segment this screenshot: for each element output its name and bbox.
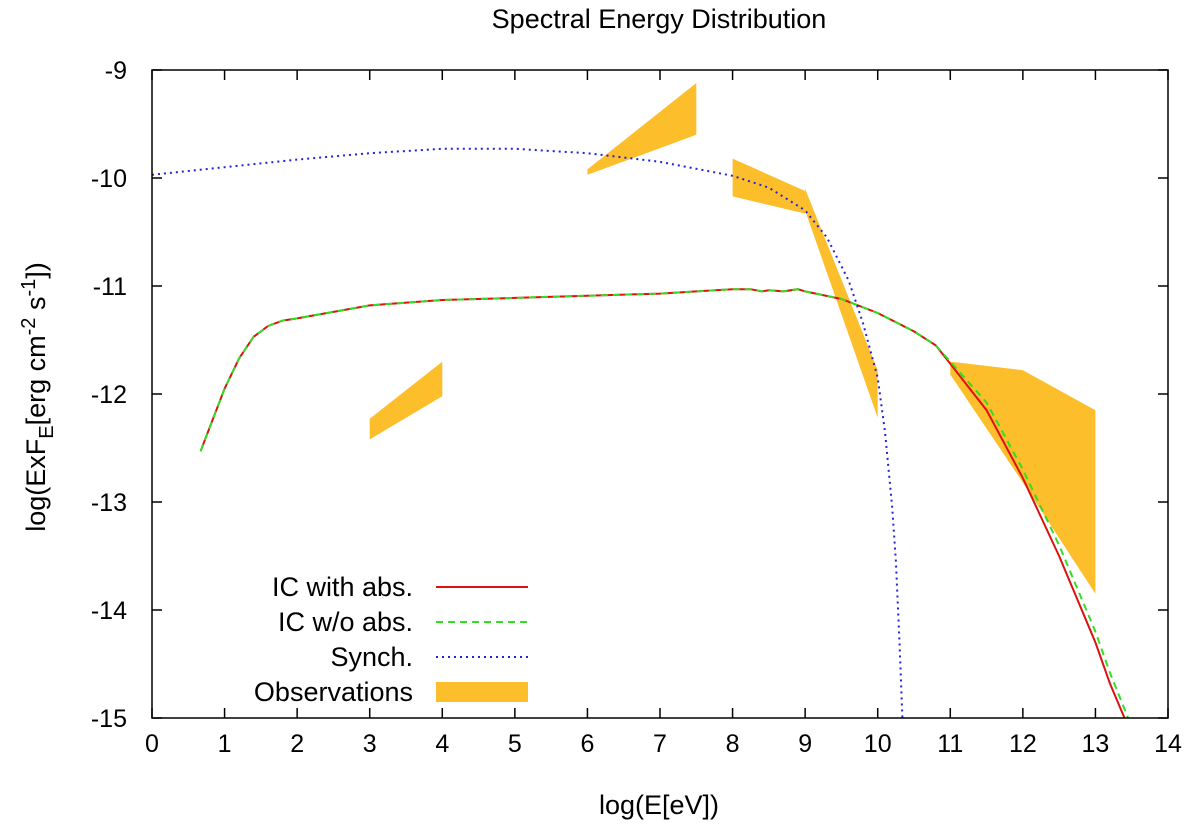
series-line-2 — [199, 288, 1130, 719]
tick-layer: 0 1 2 3 4 5 6 7 8 9 10 11 12 13 14-9-10-11-12-13-14-15 — [91, 57, 1182, 758]
y-axis-title-part: -2 — [18, 318, 40, 336]
y-axis-title-part: [erg cm — [21, 335, 51, 425]
chart-title: Spectral Energy Distribution — [492, 4, 827, 34]
y-axis-title-part: log(ExF — [21, 439, 51, 532]
y-tick-label: -15 — [91, 705, 127, 733]
x-tick-label: 6 — [580, 730, 594, 758]
y-tick-label: -14 — [91, 597, 127, 625]
legend-label: Observations — [254, 677, 413, 707]
legend: IC with abs. IC w/o abs. Synch. Observation… — [254, 572, 528, 707]
x-tick-label: 7 — [653, 730, 667, 758]
legend-label: Synch. — [330, 642, 413, 672]
observation-bowtie-3 — [732, 158, 806, 214]
y-axis-title-part: E — [36, 425, 58, 438]
x-tick-label: 2 — [290, 730, 304, 758]
observation-bowtie-2 — [587, 83, 697, 175]
x-tick-label: 0 — [145, 730, 159, 758]
y-tick-label: -13 — [91, 489, 127, 517]
observation-bowtie-1 — [369, 361, 443, 440]
x-tick-label: 11 — [937, 730, 963, 758]
x-tick-label: 10 — [864, 730, 892, 758]
y-axis-title-part: ]) — [21, 262, 51, 279]
legend-label: IC with abs. — [272, 572, 413, 602]
x-tick-label: 5 — [508, 730, 522, 758]
y-axis-title: log(ExFE[erg cm-2 s-1]) — [18, 262, 58, 532]
series-layer — [151, 147, 1130, 719]
legend-label: IC w/o abs. — [278, 607, 413, 637]
y-tick-label: -10 — [91, 165, 127, 193]
x-tick-label: 3 — [363, 730, 377, 758]
observation-bowtie-4 — [805, 188, 878, 418]
legend-swatch — [436, 682, 528, 702]
x-tick-label: 12 — [1009, 730, 1037, 758]
series-line-3 — [151, 147, 904, 719]
x-tick-label: 14 — [1154, 730, 1182, 758]
y-tick-label: -9 — [105, 57, 127, 85]
y-axis-title-part: s — [21, 297, 51, 318]
x-tick-label: 8 — [726, 730, 740, 758]
x-tick-label: 1 — [218, 730, 232, 758]
x-tick-label: 4 — [435, 730, 449, 758]
observations-layer — [369, 83, 1096, 594]
y-axis-title-part: -1 — [18, 279, 40, 297]
x-axis-title: log(E[eV]) — [599, 790, 719, 820]
x-tick-label: 9 — [798, 730, 812, 758]
x-tick-label: 13 — [1082, 730, 1110, 758]
y-tick-label: -12 — [91, 381, 127, 409]
y-tick-label: -11 — [93, 273, 127, 301]
